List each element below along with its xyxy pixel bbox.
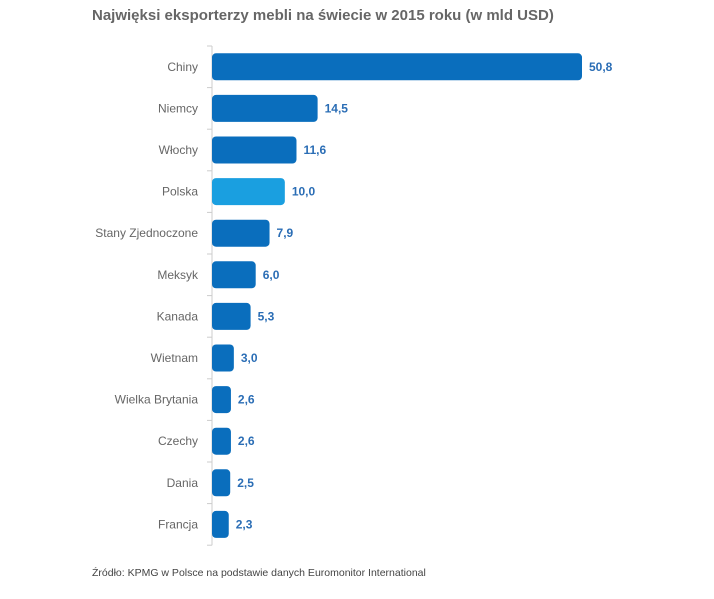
category-label: Francja [158,517,198,531]
bar [212,427,231,455]
category-label: Wielka Brytania [115,393,199,407]
bar [212,261,256,289]
bar-chart: Chiny 50,8 Niemcy 14,5 Włochy 11,6 Polska 10,0 S… [95,45,613,546]
category-label: Wietnam [151,351,198,365]
category-label: Czechy [158,434,198,448]
value-label: 2,6 [238,393,255,407]
category-label: Meksyk [157,268,199,282]
category-label: Włochy [159,143,198,157]
category-label: Kanada [157,309,199,323]
value-label: 2,3 [236,517,253,531]
bar [212,94,318,122]
chart-title: Najwięksi eksporterzy mebli na świecie w… [92,7,554,24]
value-label: 6,0 [263,268,280,282]
value-label: 10,0 [292,185,316,199]
bar [212,386,231,414]
bar [212,219,270,247]
bar [212,510,229,538]
bar [212,302,251,330]
category-label: Chiny [167,60,198,74]
value-label: 5,3 [258,309,275,323]
bar [212,178,285,206]
category-label: Dania [167,476,199,490]
value-label: 50,8 [589,60,613,74]
category-label: Stany Zjednoczone [95,226,198,240]
value-label: 2,6 [238,434,255,448]
category-label: Niemcy [158,101,198,115]
value-label: 7,9 [277,226,294,240]
bar [212,136,297,164]
value-label: 11,6 [303,143,326,157]
value-label: 3,0 [241,351,258,365]
value-label: 14,5 [325,101,349,115]
source-note: Źródło: KPMG w Polsce na podstawie danyc… [92,567,426,579]
bar [212,344,234,372]
category-label: Polska [162,185,198,199]
value-label: 2,5 [237,476,254,490]
bar [212,53,582,81]
bar [212,469,231,497]
